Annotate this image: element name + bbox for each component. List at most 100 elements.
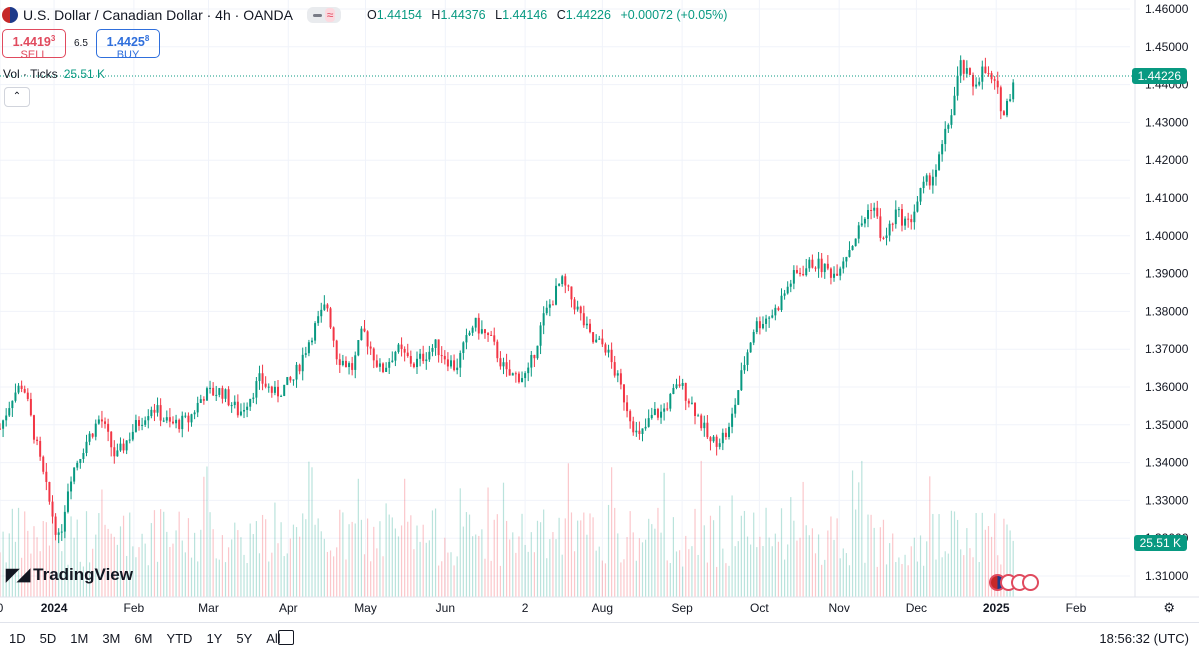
volume-bar [218, 559, 220, 597]
candle-body [156, 405, 159, 413]
candle-body [632, 421, 635, 433]
candle-body [110, 431, 113, 448]
candle-body [202, 399, 205, 401]
low-value: 1.44146 [502, 8, 548, 22]
timeframe-3m[interactable]: 3M [102, 631, 121, 646]
candle-body [592, 332, 595, 343]
candle-body [805, 268, 808, 276]
volume-bar [323, 538, 325, 597]
candlesticks [0, 55, 1015, 544]
candle-body [669, 393, 672, 409]
price-tick-label: 1.39000 [1145, 267, 1189, 281]
time-tick-label: Feb [124, 601, 145, 615]
volume-bar [638, 538, 641, 597]
candle-body [181, 415, 184, 430]
candle-body [724, 432, 727, 437]
candle-body [888, 223, 891, 236]
candle-body [1012, 82, 1015, 100]
candle-body [446, 359, 449, 367]
candle-body [882, 237, 885, 239]
candle-body [644, 426, 647, 429]
events-icon[interactable] [989, 574, 1039, 591]
volume-bar [515, 552, 517, 597]
candle-body [184, 415, 187, 417]
sell-button[interactable]: 1.44193 SELL [2, 29, 66, 61]
timeframe-all[interactable]: All [266, 631, 281, 646]
candle-body [715, 436, 718, 447]
volume-bar [577, 520, 579, 597]
time-tick-label: Sep [671, 601, 693, 615]
candle-body [897, 209, 900, 211]
volume-bar [882, 519, 885, 597]
volume-bar [326, 551, 329, 597]
indicator-toggle[interactable]: ≈ [307, 7, 341, 23]
candle-body [894, 209, 897, 225]
calendar-icon[interactable] [278, 630, 294, 645]
volume-bar [33, 526, 35, 597]
volume-bar [978, 562, 980, 597]
candle-body [23, 388, 26, 393]
volume-bar [475, 534, 477, 597]
clock[interactable]: 18:56:32 (UTC) [1099, 631, 1189, 646]
candle-body [854, 238, 857, 247]
candle-body [570, 286, 573, 300]
timeframe-5d[interactable]: 5D [39, 631, 57, 646]
candle-body [752, 332, 755, 343]
candle-body [774, 307, 777, 316]
candle-body [270, 386, 273, 393]
candle-body [320, 309, 323, 317]
volume-bar [499, 565, 502, 597]
candle-body [91, 433, 94, 437]
timeframe-1d[interactable]: 1D [9, 631, 26, 646]
candle-body [814, 267, 817, 269]
open-label: O [367, 8, 377, 22]
volume-bars [0, 460, 1014, 597]
volume-bar [153, 510, 156, 597]
candle-body [428, 351, 431, 360]
volume-bar [289, 538, 291, 597]
volume-bar [441, 561, 443, 597]
timeframe-1m[interactable]: 1M [70, 631, 89, 646]
timeframe-5y[interactable]: 5Y [236, 631, 253, 646]
tradingview-logo[interactable]: ◤◢ TradingView [6, 565, 133, 585]
volume-bar [14, 541, 17, 597]
volume-bar [756, 547, 758, 597]
candle-body [107, 423, 110, 432]
symbol-title[interactable]: U.S. Dollar / Canadian Dollar · 4h · OAN… [23, 7, 293, 23]
candle-body [700, 415, 703, 429]
volume-bar [694, 508, 696, 597]
candle-body [449, 360, 452, 367]
candle-body [604, 344, 607, 353]
timeframe-1y[interactable]: 1Y [206, 631, 223, 646]
volume-bar [419, 541, 421, 597]
volume-bar [923, 565, 925, 597]
settings-icon[interactable]: ⚙ [1163, 600, 1175, 615]
volume-bar [55, 540, 57, 597]
candle-body [317, 316, 320, 324]
candle-body [456, 367, 459, 371]
volume-bar [960, 549, 962, 597]
volume-bar [88, 562, 91, 597]
volume-bar [521, 513, 523, 597]
candle-body [36, 439, 39, 441]
volume-legend[interactable]: Vol · Ticks 25.51 K [3, 67, 105, 81]
candle-body [73, 467, 76, 482]
price-chart[interactable]: 1.310001.320001.330001.340001.350001.360… [0, 0, 1199, 622]
buy-label: BUY [116, 49, 140, 62]
volume-bar [255, 521, 257, 597]
collapse-legend-button[interactable]: ⌃ [4, 87, 30, 107]
buy-button[interactable]: 1.44258 BUY [96, 29, 160, 62]
volume-bar [271, 552, 273, 597]
volume-bar [172, 543, 174, 597]
volume-bar [898, 557, 900, 597]
volume-bar [237, 530, 239, 597]
chart-header: U.S. Dollar / Canadian Dollar · 4h · OAN… [2, 5, 727, 25]
close-label: C [556, 8, 566, 22]
candle-body [147, 416, 150, 421]
volume-bar [76, 519, 78, 597]
timeframe-ytd[interactable]: YTD [166, 631, 193, 646]
volume-bar [811, 528, 814, 597]
timeframe-6m[interactable]: 6M [134, 631, 153, 646]
volume-bar [805, 525, 807, 597]
candle-body [694, 402, 697, 416]
